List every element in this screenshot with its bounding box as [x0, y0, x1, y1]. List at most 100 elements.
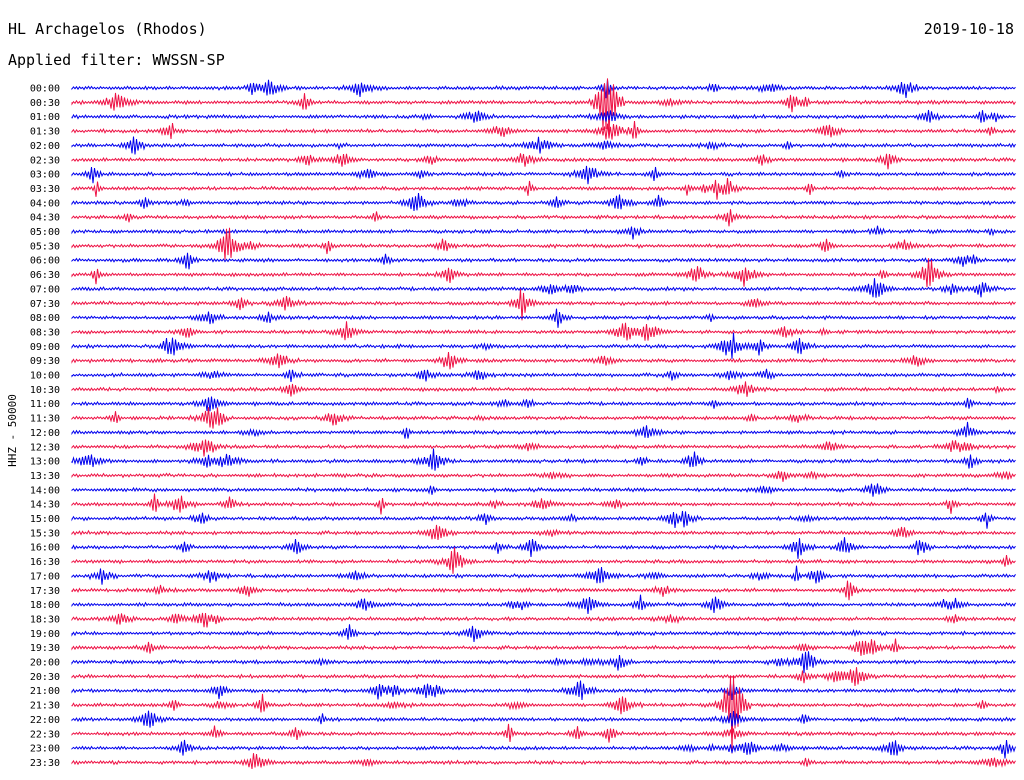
- row-time-label: 22:00: [30, 715, 60, 726]
- seismic-trace-row: [71, 547, 1016, 574]
- row-time-label: 03:30: [30, 184, 60, 195]
- seismic-trace-row: [71, 79, 1016, 99]
- seismic-trace-row: [71, 675, 1016, 754]
- filter-label: Applied filter: WWSSN-SP: [8, 51, 225, 69]
- seismic-trace-row: [71, 121, 1016, 140]
- seismic-trace-row: [71, 352, 1016, 370]
- seismic-trace-row: [71, 439, 1016, 457]
- row-time-label: 19:30: [30, 643, 60, 654]
- row-time-label: 18:00: [30, 600, 60, 611]
- row-time-label: 01:30: [30, 127, 60, 138]
- row-time-label: 21:30: [30, 701, 60, 712]
- row-time-label: 18:30: [30, 614, 60, 625]
- row-time-label: 11:00: [30, 399, 60, 410]
- seismic-trace-row: [71, 753, 1016, 769]
- seismic-trace-row: [71, 332, 1016, 359]
- seismic-trace-row: [71, 470, 1016, 482]
- row-time-label: 08:00: [30, 313, 60, 324]
- seismic-trace-row: [71, 483, 1016, 497]
- seismic-trace-row: [71, 165, 1016, 185]
- seismic-trace-row: [71, 321, 1016, 341]
- row-time-label: 09:30: [30, 356, 60, 367]
- row-time-label: 05:00: [30, 227, 60, 238]
- trace-group: [71, 78, 1016, 769]
- row-time-label: 04:30: [30, 213, 60, 224]
- seismic-trace-row: [71, 421, 1016, 439]
- seismic-trace-row: [71, 78, 1016, 139]
- seismic-trace-row: [71, 136, 1016, 155]
- row-time-label: 02:30: [30, 155, 60, 166]
- seismic-trace-row: [71, 193, 1016, 211]
- row-time-label: 16:00: [30, 543, 60, 554]
- seismic-trace-row: [71, 109, 1016, 123]
- row-time-label: 14:00: [30, 485, 60, 496]
- seismic-trace-row: [71, 565, 1016, 585]
- seismic-trace-row: [71, 407, 1016, 429]
- seismic-trace-row: [71, 612, 1016, 628]
- row-time-label: 10:00: [30, 371, 60, 382]
- seismic-trace-row: [71, 278, 1016, 298]
- station-title: HL Archagelos (Rhodos): [8, 20, 207, 38]
- seismic-trace-row: [71, 537, 1016, 559]
- row-time-label: 17:30: [30, 586, 60, 597]
- row-time-label: 13:30: [30, 471, 60, 482]
- row-time-label: 00:30: [30, 98, 60, 109]
- row-time-label: 08:30: [30, 327, 60, 338]
- row-time-label: 03:00: [30, 170, 60, 181]
- seismic-trace-row: [71, 209, 1016, 227]
- row-time-label: 21:00: [30, 686, 60, 697]
- date-label: 2019-10-18: [923, 20, 1014, 38]
- seismic-trace-row: [71, 594, 1016, 614]
- row-time-label: 00:00: [30, 84, 60, 95]
- seismic-trace-row: [71, 723, 1016, 743]
- seismic-trace-row: [71, 624, 1016, 642]
- row-time-label: 20:00: [30, 658, 60, 669]
- row-time-label: 22:30: [30, 729, 60, 740]
- row-time-label: 15:30: [30, 528, 60, 539]
- seismic-trace-row: [71, 638, 1016, 656]
- row-time-label: 23:30: [30, 758, 60, 769]
- row-time-label: 17:00: [30, 571, 60, 582]
- seismic-trace-row: [71, 651, 1016, 674]
- seismic-trace-row: [71, 227, 1016, 260]
- seismic-trace-row: [71, 396, 1016, 412]
- seismic-trace-row: [71, 739, 1016, 759]
- seismic-trace-row: [71, 225, 1016, 240]
- row-time-label: 06:00: [30, 256, 60, 267]
- seismic-trace-row: [71, 178, 1016, 200]
- row-time-label: 01:00: [30, 112, 60, 123]
- seismic-trace-row: [71, 493, 1016, 515]
- row-time-label: 09:00: [30, 342, 60, 353]
- row-time-label: 11:30: [30, 414, 60, 425]
- seismic-trace-row: [71, 510, 1016, 529]
- row-time-label: 20:30: [30, 672, 60, 683]
- seismic-trace-row: [71, 308, 1016, 328]
- row-time-label: 12:00: [30, 428, 60, 439]
- seismic-trace-row: [71, 524, 1016, 540]
- seismic-trace-row: [71, 680, 1016, 700]
- seismic-trace-row: [71, 381, 1016, 397]
- row-time-label: 13:00: [30, 457, 60, 468]
- row-time-label: 15:00: [30, 514, 60, 525]
- seismic-trace-row: [71, 667, 1016, 687]
- seismic-trace-row: [71, 580, 1016, 601]
- time-label-group: 00:00 00:30 01:00 01:30 02:00 02:30 03:00 03:30…: [30, 84, 60, 769]
- row-time-label: 07:00: [30, 284, 60, 295]
- seismic-trace-row: [71, 289, 1016, 321]
- seismic-trace-row: [71, 252, 1016, 270]
- row-time-label: 02:00: [30, 141, 60, 152]
- row-time-label: 23:00: [30, 744, 60, 755]
- seismic-trace-row: [71, 448, 1016, 471]
- row-time-label: 10:30: [30, 385, 60, 396]
- seismic-trace-row: [71, 153, 1016, 170]
- seismic-trace-row: [71, 368, 1016, 382]
- row-time-label: 16:30: [30, 557, 60, 568]
- seismic-trace-row: [71, 710, 1016, 728]
- row-time-label: 19:00: [30, 629, 60, 640]
- row-time-label: 07:30: [30, 299, 60, 310]
- row-time-label: 12:30: [30, 442, 60, 453]
- seismic-trace-row: [71, 258, 1016, 288]
- row-time-label: 06:30: [30, 270, 60, 281]
- row-time-label: 05:30: [30, 241, 60, 252]
